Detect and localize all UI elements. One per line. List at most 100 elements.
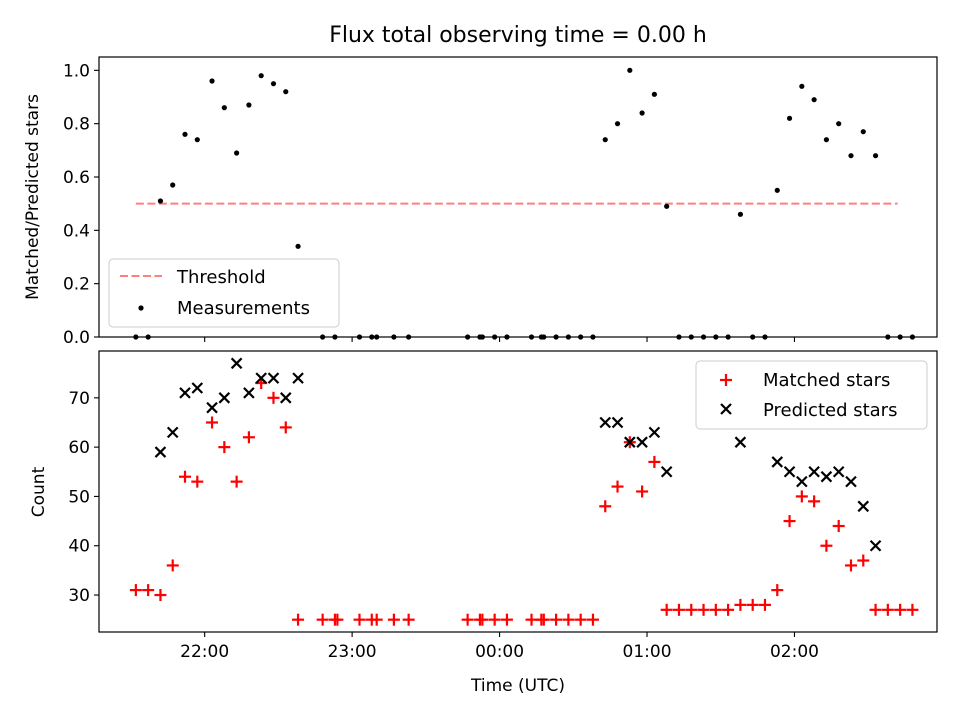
x-tick-label: 22:00 xyxy=(180,642,229,662)
measurement-point xyxy=(823,137,830,143)
x-axis-label: Time (UTC) xyxy=(470,676,565,696)
measurement-point xyxy=(860,129,866,135)
bottom-y-tick-label: 70 xyxy=(68,389,90,409)
matched-point xyxy=(783,515,796,528)
bottom-y-axis-label: Count xyxy=(29,466,49,517)
predicted-point xyxy=(267,372,280,384)
matched-point xyxy=(230,475,243,488)
bottom-y-tick-label: 30 xyxy=(68,586,90,606)
x-tick-label: 02:00 xyxy=(770,642,819,662)
matched-point xyxy=(292,613,305,626)
predicted-point xyxy=(808,466,820,478)
matched-point xyxy=(709,603,722,616)
matched-point xyxy=(154,589,167,602)
predicted-point xyxy=(636,436,648,448)
predicted-point xyxy=(166,426,179,439)
measurement-point xyxy=(194,137,200,143)
matched-point xyxy=(562,613,575,626)
bottom-y-tick-label: 60 xyxy=(68,438,90,458)
bottom-legend: Matched stars Predicted stars xyxy=(695,360,928,430)
legend-measurements-label: Measurements xyxy=(177,298,310,319)
top-plot-frame xyxy=(98,56,938,338)
top-y-tick-label: 0.6 xyxy=(63,168,90,188)
matched-point xyxy=(242,431,255,444)
measurement-point xyxy=(848,153,854,159)
measurement-point xyxy=(811,97,817,103)
measurement-point xyxy=(258,73,264,79)
matched-point xyxy=(206,416,219,429)
measurement-point xyxy=(639,110,645,116)
predicted-point xyxy=(832,466,845,478)
bottom-plot-frame xyxy=(98,350,938,633)
x-tick-label: 23:00 xyxy=(328,642,377,662)
predicted-point xyxy=(796,475,808,488)
matched-point xyxy=(267,391,280,404)
measurement-point xyxy=(602,137,608,143)
legend-measurements-swatch xyxy=(138,305,144,311)
top-x-ticks xyxy=(204,337,796,342)
matched-point xyxy=(722,603,735,616)
count-panel: Count Time (UTC) 30 40 50 60 70 22:00 23:00 00… xyxy=(29,350,938,696)
measurement-point xyxy=(170,182,176,188)
matched-point xyxy=(574,613,587,626)
matched-point xyxy=(191,475,204,488)
x-tick-label: 00:00 xyxy=(475,642,524,662)
legend-predicted-swatch xyxy=(720,403,732,415)
top-y-axis-label: Matched/Predicted stars xyxy=(23,94,43,300)
matched-point xyxy=(586,613,599,626)
predicted-point xyxy=(292,372,304,384)
ratio-panel: Flux total observing time = 0.00 h Match… xyxy=(23,23,938,348)
chart-title: Flux total observing time = 0.00 h xyxy=(329,23,707,48)
legend-threshold-label: Threshold xyxy=(176,267,266,288)
predicted-point xyxy=(279,392,292,404)
top-y-tick-label: 0.8 xyxy=(63,115,90,135)
matched-point xyxy=(734,598,747,611)
measurement-point xyxy=(651,91,657,97)
predicted-point xyxy=(820,470,833,483)
matched-point xyxy=(869,603,882,616)
matched-point xyxy=(129,584,142,597)
legend-matched-swatch xyxy=(720,374,732,386)
matched-point xyxy=(370,613,383,626)
matched-point xyxy=(387,613,400,626)
predicted-point xyxy=(869,539,882,552)
matched-point xyxy=(537,613,550,626)
measurement-point xyxy=(283,89,289,95)
predicted-point xyxy=(845,475,857,488)
measurement-point xyxy=(774,187,780,193)
matched-point xyxy=(758,598,771,611)
bottom-x-ticks: 22:00 23:00 00:00 01:00 02:00 xyxy=(180,632,819,662)
matched-point xyxy=(476,613,489,626)
top-legend: Threshold Measurements xyxy=(108,258,340,328)
matched-point xyxy=(279,421,292,434)
measurement-point xyxy=(836,121,842,127)
matched-point xyxy=(906,603,919,616)
matched-point xyxy=(500,613,513,626)
matched-point xyxy=(808,495,821,508)
bottom-legend-box xyxy=(695,360,928,430)
x-tick-label: 01:00 xyxy=(623,642,672,662)
measurement-point xyxy=(270,81,277,87)
matched-point xyxy=(685,603,698,616)
predicted-point xyxy=(734,436,747,448)
matched-point xyxy=(166,559,179,572)
top-legend-box xyxy=(108,258,340,328)
measurement-point xyxy=(182,131,188,137)
matched-point xyxy=(771,584,784,597)
matched-point xyxy=(599,500,612,513)
measurement-point xyxy=(664,203,670,209)
predicted-point xyxy=(230,357,243,370)
bottom-y-tick-label: 40 xyxy=(68,537,90,557)
predicted-point xyxy=(599,416,612,429)
predicted-point xyxy=(179,387,191,399)
matched-point xyxy=(648,455,661,468)
matched-point xyxy=(488,613,501,626)
matched-point xyxy=(353,613,366,626)
bottom-y-tick-label: 50 xyxy=(68,487,90,507)
matched-point xyxy=(142,584,155,597)
matched-point xyxy=(881,603,894,616)
matched-point xyxy=(832,520,845,533)
predicted-point xyxy=(648,426,661,439)
matched-point xyxy=(672,603,685,616)
measurement-point xyxy=(246,102,252,108)
